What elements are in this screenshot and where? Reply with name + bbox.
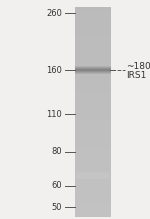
Text: 110: 110 xyxy=(46,110,62,119)
Text: 80: 80 xyxy=(51,147,62,156)
Text: 260: 260 xyxy=(46,9,62,18)
Text: 50: 50 xyxy=(51,203,62,212)
Text: ~180kDa: ~180kDa xyxy=(126,62,150,71)
Text: 60: 60 xyxy=(51,181,62,190)
Text: 160: 160 xyxy=(46,66,62,75)
Text: IRS1: IRS1 xyxy=(126,71,147,80)
